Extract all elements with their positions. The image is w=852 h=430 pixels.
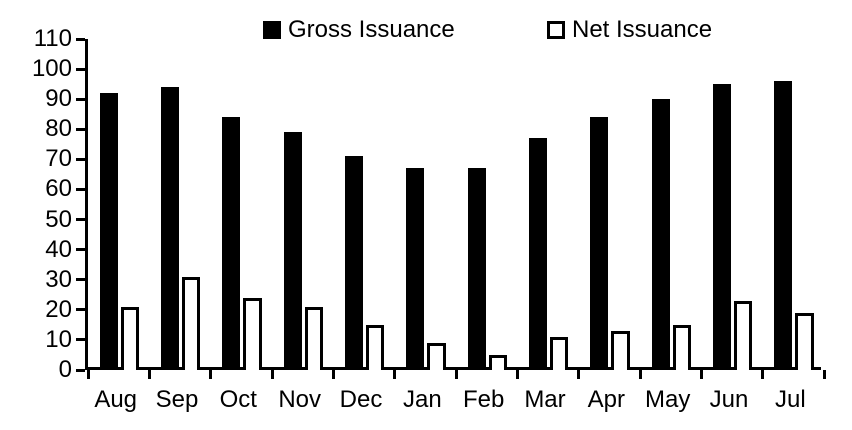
x-axis-month-label: Oct: [219, 386, 257, 413]
bar-net-mar: [549, 336, 569, 370]
net-issuance-swatch-icon: [547, 21, 565, 39]
x-axis-tick: [209, 370, 213, 379]
y-axis-tick: [76, 97, 85, 101]
y-axis-tick: [76, 338, 85, 342]
y-axis-tick-label: 60: [45, 175, 72, 203]
y-axis-tick-label: 10: [45, 325, 72, 353]
x-axis-tick: [331, 370, 335, 379]
x-axis-tick: [147, 370, 151, 379]
y-axis-tick: [76, 248, 85, 252]
x-axis-month-label: Apr: [587, 386, 625, 413]
bar-net-sep: [181, 276, 201, 370]
y-axis-tick-label: 90: [45, 85, 72, 113]
bar-net-apr: [611, 330, 630, 370]
y-axis-tick-label: 70: [45, 145, 72, 173]
bar-gross-apr: [590, 117, 609, 370]
bar-net-feb: [488, 354, 507, 370]
bar-gross-nov: [283, 132, 302, 370]
x-axis-tick: [577, 370, 581, 379]
x-axis-tick: [638, 370, 642, 379]
y-axis-tick-label: 50: [45, 205, 72, 233]
y-axis-tick: [76, 157, 85, 161]
bar-gross-feb: [467, 168, 486, 370]
bar-net-nov: [304, 306, 323, 370]
y-axis-tick: [76, 67, 85, 71]
x-axis-month-label: May: [644, 386, 691, 413]
y-axis-tick: [76, 37, 85, 41]
y-axis-tick: [76, 127, 85, 131]
y-axis-tick: [76, 218, 85, 222]
bar-gross-dec: [344, 156, 363, 370]
x-axis-tick: [270, 370, 274, 379]
y-axis-tick-label: 100: [31, 55, 72, 83]
y-axis-tick: [76, 368, 85, 372]
bar-gross-jan: [406, 168, 425, 370]
y-axis-tick: [76, 278, 85, 282]
x-axis-month-label: Sep: [155, 386, 199, 413]
bar-net-may: [672, 324, 691, 370]
y-axis-tick-label: 20: [45, 295, 72, 323]
legend-label-gross-issuance: Gross Issuance: [288, 16, 455, 43]
y-axis-tick-label: 30: [45, 265, 72, 293]
y-axis-tick-label: 80: [45, 115, 72, 143]
y-axis-tick: [76, 308, 85, 312]
y-axis-tick-label: 110: [33, 25, 72, 52]
x-axis-month-label: Mar: [524, 386, 566, 413]
bar-gross-sep: [160, 87, 179, 370]
legend-item-net-issuance: Net Issuance: [547, 16, 712, 44]
x-axis-tick: [822, 370, 826, 379]
x-axis-month-label: Jul: [774, 386, 806, 413]
y-axis-tick: [76, 187, 85, 191]
bar-gross-jun: [712, 84, 731, 370]
x-axis-month-label: Jan: [402, 386, 442, 413]
plot-area: [76, 37, 826, 379]
legend-label-net-issuance: Net Issuance: [572, 16, 713, 43]
x-axis-tick: [699, 370, 703, 379]
x-axis-tick: [454, 370, 458, 379]
bar-gross-mar: [528, 138, 547, 370]
chart-legend: Gross Issuance Net Issuance: [0, 16, 852, 46]
x-axis-month-label: Nov: [278, 386, 321, 413]
gross-issuance-swatch-icon: [263, 21, 281, 39]
legend-item-gross-issuance: Gross Issuance: [263, 16, 455, 44]
bar-net-aug: [120, 306, 139, 370]
x-axis-tick: [761, 370, 765, 379]
bar-gross-aug: [99, 93, 118, 370]
bar-gross-jul: [774, 81, 793, 370]
x-axis-month-label: Dec: [339, 386, 383, 413]
bar-net-dec: [365, 324, 385, 370]
x-axis-month-label: Feb: [462, 386, 505, 413]
bar-net-oct: [243, 297, 262, 370]
bar-gross-may: [651, 99, 670, 370]
y-axis-tick-label: 0: [58, 356, 72, 383]
x-axis-tick: [515, 370, 519, 379]
x-axis-tick: [393, 370, 397, 379]
bar-net-jul: [795, 312, 814, 370]
bar-net-jan: [427, 342, 446, 370]
x-axis-month-label: Aug: [94, 386, 138, 413]
y-axis-tick-label: 40: [45, 235, 72, 263]
x-axis-month-label: Jun: [709, 386, 749, 413]
bar-gross-oct: [222, 117, 241, 370]
x-axis-tick: [86, 370, 90, 379]
bar-net-jun: [733, 300, 753, 370]
